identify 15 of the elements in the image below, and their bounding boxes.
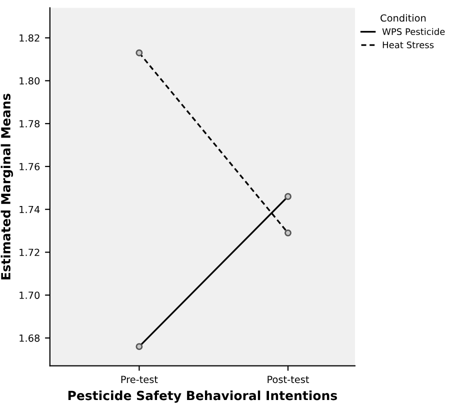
y-tick-label: 1.74	[20, 206, 40, 214]
y-tick-label: 1.76	[20, 162, 40, 170]
y-tick-label: 1.72	[20, 248, 40, 256]
y-axis-title: Estimated Marginal Means	[0, 94, 13, 280]
y-tick-label: 1.80	[20, 77, 40, 85]
y-tick-label: 1.78	[20, 120, 40, 128]
x-tick-label: Pre-test	[121, 376, 158, 384]
y-tick-label: 1.82	[20, 34, 40, 42]
legend-label: Heat Stress	[382, 41, 434, 48]
x-tick-label: Post-test	[268, 376, 310, 384]
y-tick-label: 1.68	[20, 334, 40, 342]
x-axis-title: Pesticide Safety Behavioral Intentions	[68, 390, 338, 403]
legend-label: WPS Pesticide	[382, 28, 445, 36]
y-tick-label: 1.70	[20, 292, 40, 299]
legend-title: Condition	[380, 14, 426, 22]
